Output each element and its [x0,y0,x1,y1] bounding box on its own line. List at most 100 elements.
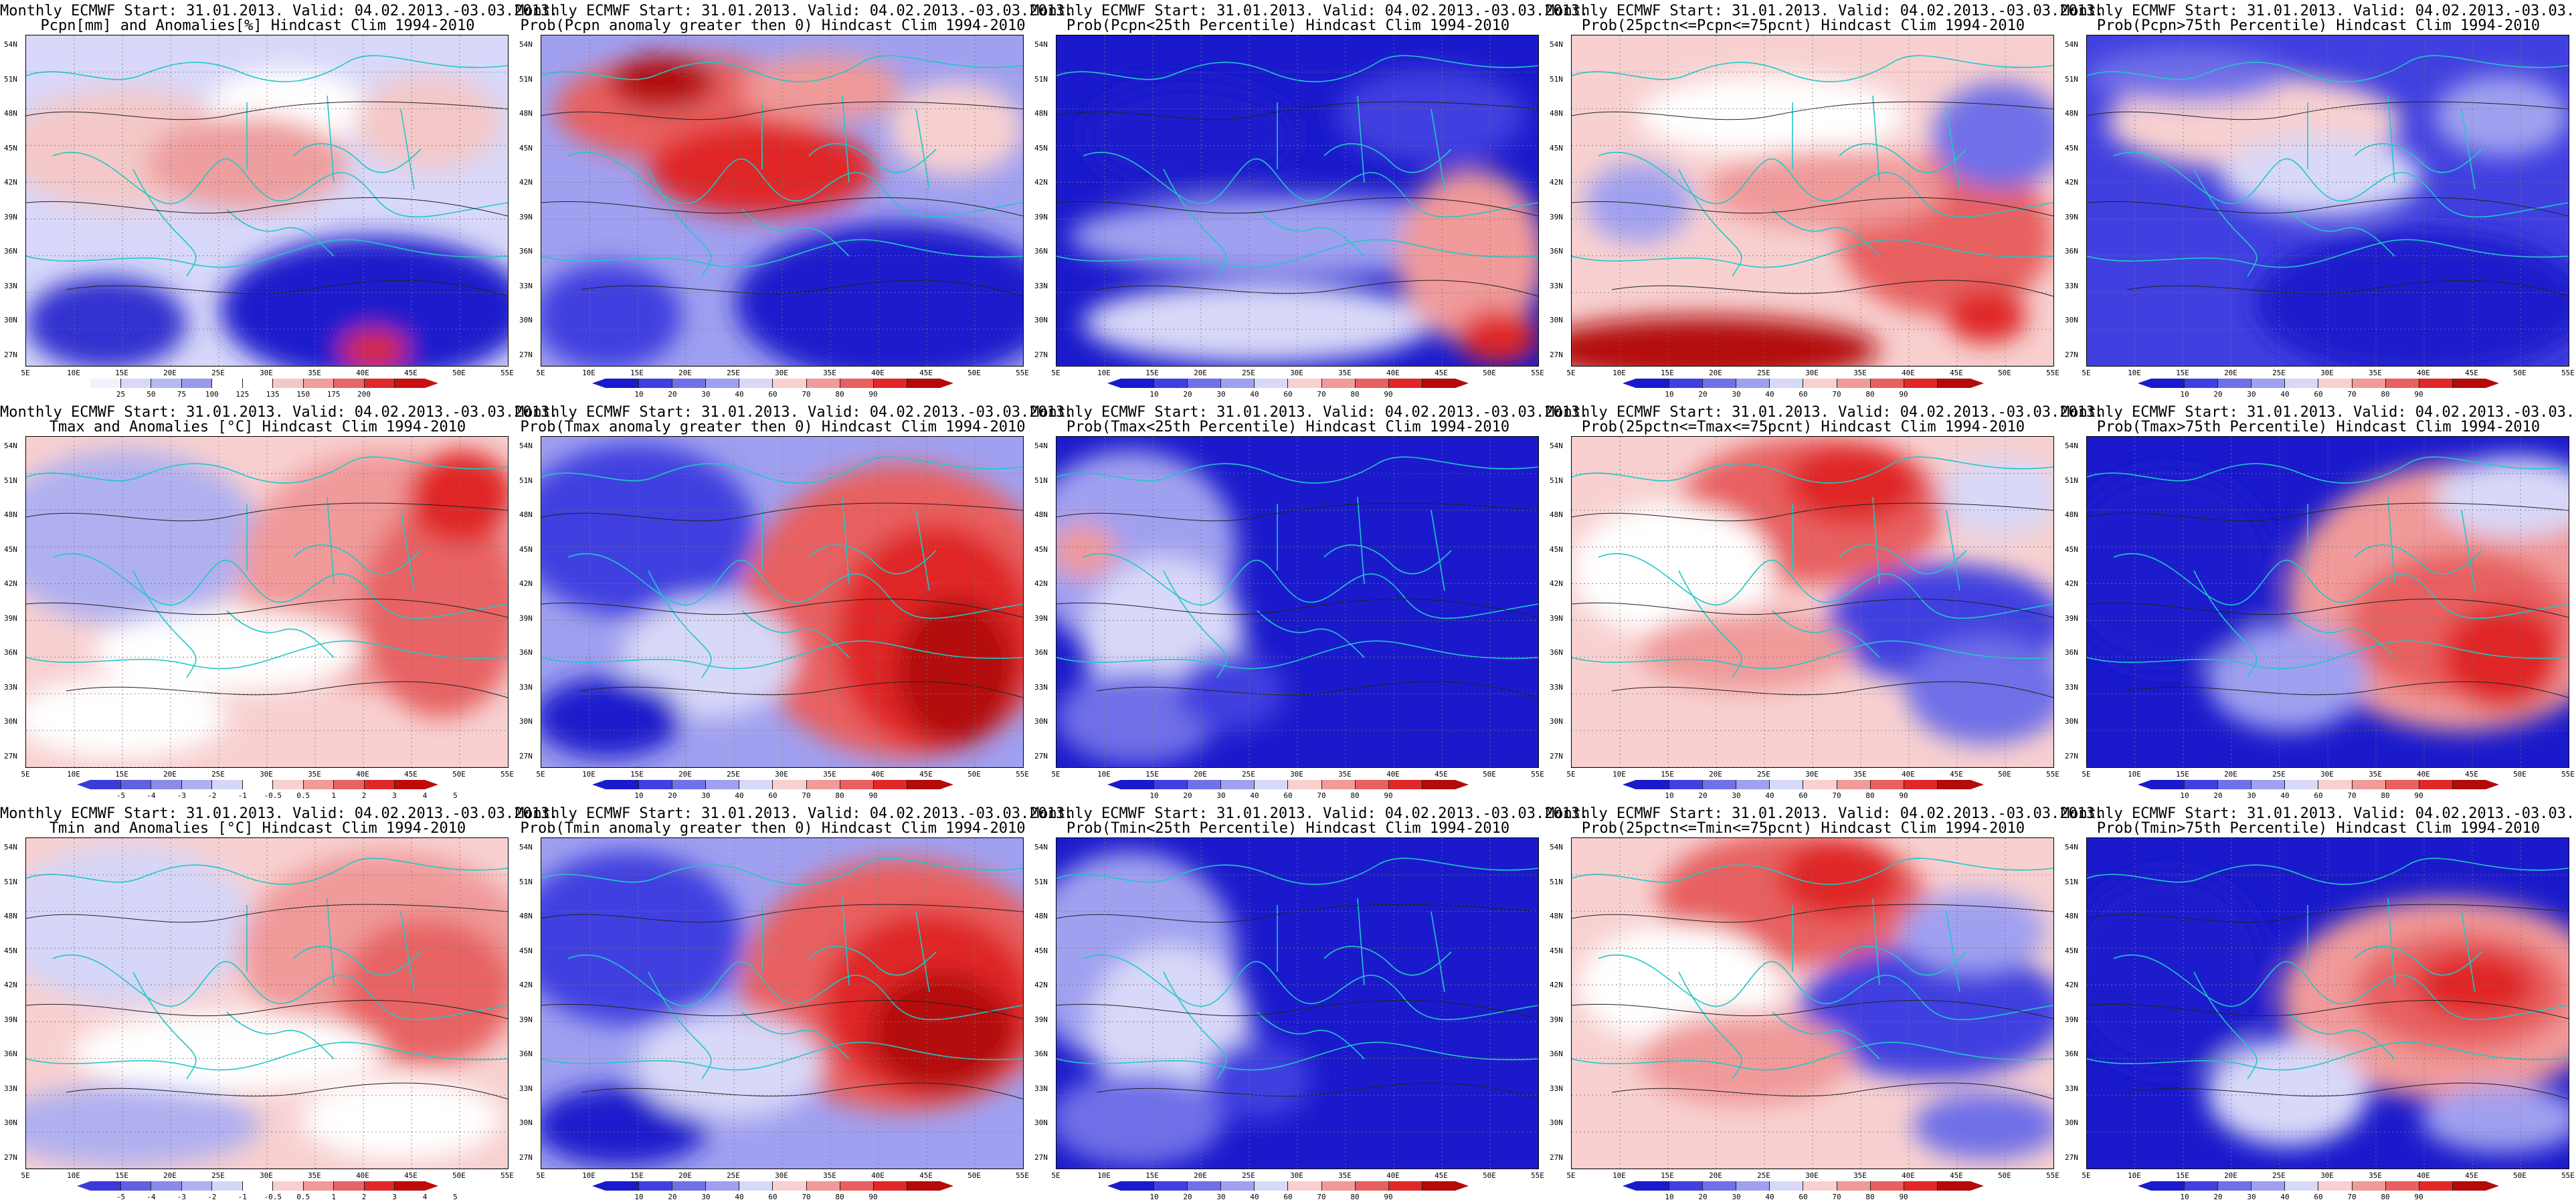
lon-tick-label: 35E [308,369,321,377]
lat-tick-label: 45N [519,946,533,955]
lat-tick-label: 33N [519,682,533,692]
lon-tick-label: 40E [2417,1171,2430,1180]
panel-title-line1: Monthly ECMWF Start: 31.01.2013. Valid: … [1546,404,2104,421]
colorbar-segment [1903,379,1937,388]
lat-tick-label: 39N [1550,613,1563,623]
lon-tick-label: 30E [2320,369,2334,377]
colorbar-segment [839,1181,873,1191]
panel-title-line2: Prob(Tmin>75th Percentile) Hindcast Clim… [2096,820,2541,837]
lat-tick-label: 27N [2065,1152,2078,1162]
lon-tick-label: 30E [775,1171,788,1180]
colorbar-max-arrow [425,1181,438,1191]
lat-tick-label: 45N [4,143,17,153]
colorbar-segment [806,780,840,789]
colorbar-segment [2351,1181,2385,1191]
lat-tick-label: 39N [4,1015,17,1024]
lat-tick-label: 51N [4,74,17,84]
colorbar-segment [181,1181,212,1191]
lon-tick-label: 35E [2369,770,2382,779]
lon-tick-label: 25E [727,1171,740,1180]
colorbar-segment [772,1181,806,1191]
lon-tick-label: 20E [1709,770,1722,779]
lat-tick-label: 30N [2065,316,2078,324]
lon-tick-label: 5E [2082,1171,2091,1180]
lon-tick-label: 15E [1145,369,1159,377]
colorbar-min-arrow [1623,1181,1636,1191]
lat-tick-label: 36N [1034,648,1048,657]
lat-tick-label: 27N [1550,751,1563,761]
lon-tick-label: 20E [1194,369,1207,377]
colorbar-segment [739,379,773,388]
map-panel: Monthly ECMWF Start: 31.01.2013. Valid: … [1030,0,1588,401]
lon-tick-label: 50E [968,1171,981,1180]
lat-tick-label: 54N [1550,843,1563,851]
lon-tick-label: 45E [2465,770,2478,779]
lat-tick-label: 45N [1034,143,1048,153]
colorbar-segment [705,780,739,789]
colorbar-segment [1321,379,1355,388]
colorbar-segment [120,379,151,388]
lat-tick-label: 54N [519,40,533,49]
lat-tick-label: 39N [519,212,533,221]
lat-tick-label: 51N [2065,74,2078,84]
colorbar-segment [2251,780,2285,789]
colorbar-segment [1321,1181,1355,1191]
colorbar-tick-label: 30 [1732,390,1741,399]
colorbar-tick-label: 200 [357,390,371,399]
colorbar-segment [739,780,773,789]
colorbar-segment [302,780,334,789]
colorbar-segment [1936,780,1970,789]
lon-tick-label: 30E [775,369,788,377]
lon-tick-label: 40E [356,369,369,377]
colorbar-tick-label: 2 [361,791,367,800]
colorbar [1121,379,1455,388]
lat-tick-label: 51N [1550,74,1563,84]
lat-tick-label: 39N [1550,1015,1563,1024]
lon-tick-label: 45E [404,1171,418,1180]
lat-tick-label: 33N [519,1084,533,1093]
colorbar-tick-label: 30 [1732,1193,1741,1201]
lat-tick-label: 33N [4,1084,17,1093]
lon-tick-label: 15E [630,770,644,779]
colorbar-segment [772,780,806,789]
colorbar-tick-label: 30 [1216,390,1226,399]
colorbar-tick-label: 60 [1799,1193,1808,1201]
lon-tick-label: 25E [727,369,740,377]
lat-tick-label: 27N [1550,350,1563,359]
colorbar-tick-label: 40 [735,390,744,399]
colorbar-tick-label: 20 [668,791,677,800]
lat-tick-label: 36N [1550,1049,1563,1058]
lat-tick-label: 30N [519,316,533,324]
colorbar-segment [211,379,242,388]
lon-tick-label: 20E [2224,369,2237,377]
lat-tick-label: 36N [1550,648,1563,657]
colorbar-tick-label: 60 [1799,791,1808,800]
colorbar-tick-label: 90 [868,791,878,800]
lat-tick-label: 39N [4,212,17,221]
lat-tick-label: 30N [1550,316,1563,324]
colorbar-segment [394,780,426,789]
colorbar-tick-label: 10 [1665,1193,1674,1201]
lon-tick-label: 30E [1805,770,1819,779]
lon-tick-label: 25E [211,369,225,377]
lat-tick-label: 54N [519,843,533,851]
colorbar-min-arrow [1107,1181,1121,1191]
colorbar-tick-label: 80 [2381,390,2390,399]
colorbar-segment [1287,1181,1321,1191]
colorbar-segment [1936,379,1970,388]
lon-tick-label: 10E [582,770,595,779]
lat-tick-label: 51N [519,877,533,886]
colorbar-tick-label: -5 [116,1193,126,1201]
colorbar-segment [1736,1181,1770,1191]
lon-tick-label: 35E [1853,369,1867,377]
lat-tick-label: 48N [1034,912,1048,920]
colorbar-segment [151,780,181,789]
colorbar-max-arrow [940,379,953,388]
lon-tick-label: 15E [2176,770,2189,779]
colorbar-segment [705,379,739,388]
colorbar-tick-label: 80 [2381,791,2390,800]
lon-tick-label: 20E [678,369,692,377]
colorbar-max-arrow [2486,780,2499,789]
lon-tick-label: 30E [1805,1171,1819,1180]
colorbar-segment [2151,780,2185,789]
